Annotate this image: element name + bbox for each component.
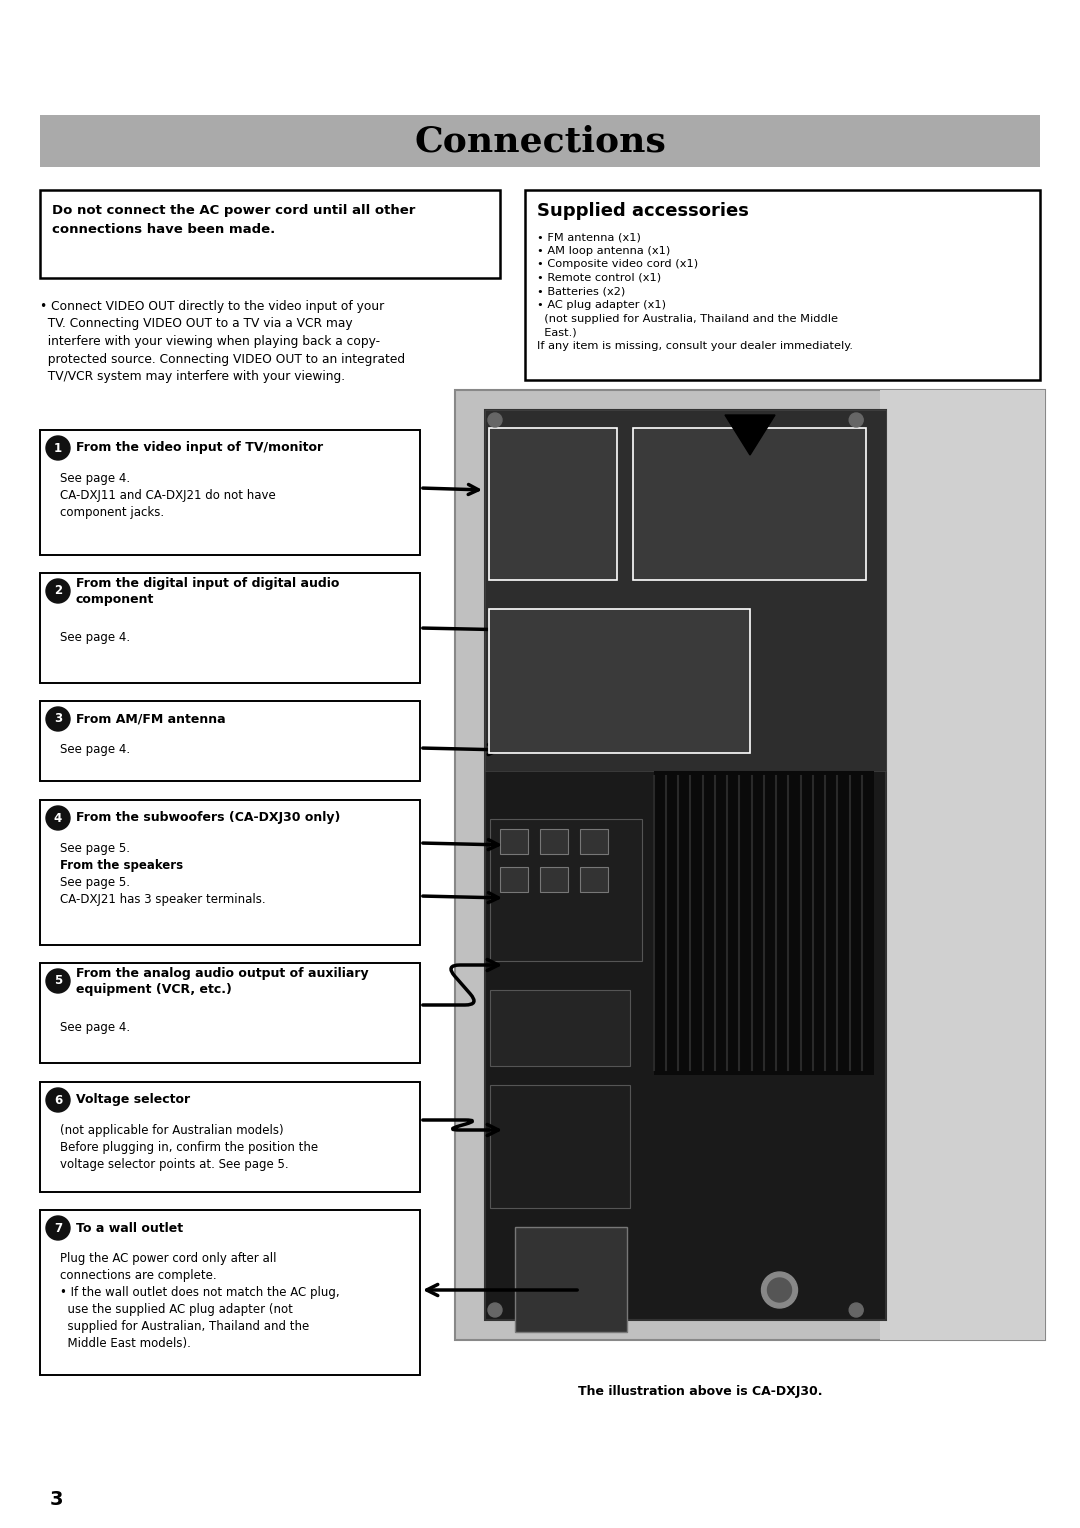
Text: From the speakers: From the speakers: [60, 859, 184, 872]
FancyBboxPatch shape: [455, 390, 1045, 1340]
Circle shape: [46, 579, 70, 604]
Text: supplied for Australian, Thailand and the: supplied for Australian, Thailand and th…: [60, 1320, 309, 1332]
FancyBboxPatch shape: [880, 390, 1045, 1340]
Text: To a wall outlet: To a wall outlet: [76, 1221, 184, 1235]
Text: 7: 7: [54, 1221, 62, 1235]
Text: See page 5.: See page 5.: [60, 876, 130, 889]
Text: See page 5.: See page 5.: [60, 842, 130, 856]
Text: From the video input of TV/monitor: From the video input of TV/monitor: [76, 442, 323, 454]
Text: connections are complete.: connections are complete.: [60, 1268, 217, 1282]
Text: • FM antenna (x1)
• AM loop antenna (x1)
• Composite video cord (x1)
• Remote co: • FM antenna (x1) • AM loop antenna (x1)…: [537, 232, 853, 351]
Text: Supplied accessories: Supplied accessories: [537, 202, 748, 220]
FancyBboxPatch shape: [485, 410, 887, 772]
Text: use the supplied AC plug adapter (not: use the supplied AC plug adapter (not: [60, 1303, 293, 1316]
FancyBboxPatch shape: [580, 866, 608, 891]
Text: See page 4.: See page 4.: [60, 631, 130, 643]
FancyBboxPatch shape: [490, 819, 643, 961]
FancyBboxPatch shape: [515, 1227, 627, 1331]
FancyBboxPatch shape: [40, 963, 420, 1063]
FancyBboxPatch shape: [40, 189, 500, 278]
Text: 4: 4: [54, 811, 63, 825]
Circle shape: [761, 1271, 797, 1308]
FancyBboxPatch shape: [40, 573, 420, 683]
Text: 3: 3: [50, 1490, 64, 1510]
Circle shape: [768, 1277, 792, 1302]
Text: Middle East models).: Middle East models).: [60, 1337, 191, 1351]
Circle shape: [46, 1216, 70, 1241]
Text: component jacks.: component jacks.: [60, 506, 164, 520]
FancyBboxPatch shape: [490, 1085, 631, 1209]
Circle shape: [46, 805, 70, 830]
Text: Plug the AC power cord only after all: Plug the AC power cord only after all: [60, 1251, 276, 1265]
FancyBboxPatch shape: [485, 410, 887, 1320]
Text: • If the wall outlet does not match the AC plug,: • If the wall outlet does not match the …: [60, 1287, 339, 1299]
Text: (not applicable for Australian models): (not applicable for Australian models): [60, 1125, 284, 1137]
Text: CA-DXJ11 and CA-DXJ21 do not have: CA-DXJ11 and CA-DXJ21 do not have: [60, 489, 275, 503]
FancyBboxPatch shape: [40, 429, 420, 555]
Text: 5: 5: [54, 975, 63, 987]
Text: 2: 2: [54, 585, 62, 597]
Circle shape: [488, 1303, 502, 1317]
Text: The illustration above is CA-DXJ30.: The illustration above is CA-DXJ30.: [578, 1384, 822, 1398]
Circle shape: [46, 435, 70, 460]
FancyBboxPatch shape: [40, 115, 1040, 167]
FancyBboxPatch shape: [490, 990, 631, 1065]
FancyBboxPatch shape: [40, 1082, 420, 1192]
FancyBboxPatch shape: [40, 1210, 420, 1375]
Text: See page 4.: See page 4.: [60, 472, 130, 484]
FancyBboxPatch shape: [500, 828, 528, 854]
FancyBboxPatch shape: [40, 801, 420, 944]
Circle shape: [46, 707, 70, 730]
Text: 3: 3: [54, 712, 62, 726]
FancyBboxPatch shape: [489, 428, 618, 579]
Text: Do not connect the AC power cord until all other
connections have been made.: Do not connect the AC power cord until a…: [52, 205, 416, 235]
FancyBboxPatch shape: [634, 428, 866, 579]
FancyBboxPatch shape: [40, 701, 420, 781]
Text: 6: 6: [54, 1094, 63, 1106]
Text: Voltage selector: Voltage selector: [76, 1094, 190, 1106]
FancyBboxPatch shape: [500, 866, 528, 891]
FancyBboxPatch shape: [489, 608, 750, 753]
Text: • Connect VIDEO OUT directly to the video input of your
  TV. Connecting VIDEO O: • Connect VIDEO OUT directly to the vide…: [40, 299, 405, 384]
FancyBboxPatch shape: [580, 828, 608, 854]
FancyBboxPatch shape: [540, 828, 568, 854]
Text: See page 4.: See page 4.: [60, 1021, 130, 1034]
Text: CA-DXJ21 has 3 speaker terminals.: CA-DXJ21 has 3 speaker terminals.: [60, 892, 266, 906]
Text: Before plugging in, confirm the position the: Before plugging in, confirm the position…: [60, 1141, 319, 1154]
FancyBboxPatch shape: [525, 189, 1040, 380]
Circle shape: [849, 413, 863, 426]
Circle shape: [46, 969, 70, 993]
Text: From the analog audio output of auxiliary
equipment (VCR, etc.): From the analog audio output of auxiliar…: [76, 967, 368, 996]
FancyBboxPatch shape: [540, 866, 568, 891]
Text: From AM/FM antenna: From AM/FM antenna: [76, 712, 226, 726]
Text: Connections: Connections: [414, 124, 666, 157]
Text: 1: 1: [54, 442, 62, 454]
Text: See page 4.: See page 4.: [60, 743, 130, 756]
Circle shape: [46, 1088, 70, 1112]
Circle shape: [849, 1303, 863, 1317]
Polygon shape: [725, 416, 775, 455]
Circle shape: [488, 413, 502, 426]
Text: From the subwoofers (CA-DXJ30 only): From the subwoofers (CA-DXJ30 only): [76, 811, 340, 825]
Text: voltage selector points at. See page 5.: voltage selector points at. See page 5.: [60, 1158, 288, 1170]
FancyBboxPatch shape: [653, 772, 874, 1076]
Text: From the digital input of digital audio
component: From the digital input of digital audio …: [76, 576, 339, 605]
